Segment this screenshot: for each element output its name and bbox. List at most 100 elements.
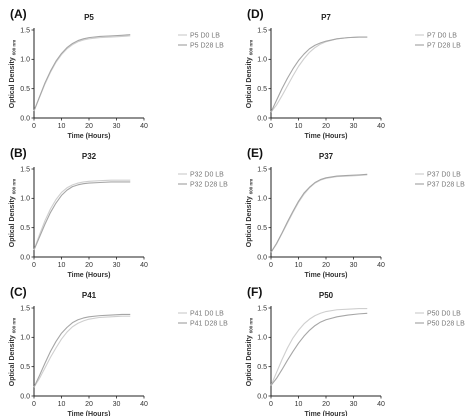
chart-title: P7 <box>321 13 331 22</box>
x-axis-label: Time (Hours) <box>67 411 110 416</box>
legend-label: P5 D28 LB <box>190 43 224 50</box>
y-tick-label: 1.5 <box>20 305 30 312</box>
x-tick-label: 10 <box>58 401 66 408</box>
x-tick-label: 10 <box>295 123 303 130</box>
y-tick-label: 1.0 <box>20 57 30 64</box>
y-tick-label: 0.5 <box>257 86 267 93</box>
legend-label: P7 D0 LB <box>427 33 457 40</box>
chart-title: P5 <box>84 13 94 22</box>
legend-label: P5 D0 LB <box>190 33 220 40</box>
legend-label: P7 D28 LB <box>427 43 461 50</box>
panel-letter: (D) <box>247 7 264 21</box>
series-line-d0 <box>33 35 131 112</box>
y-tick-label: 1.0 <box>20 335 30 342</box>
y-tick-label: 0.5 <box>257 364 267 371</box>
growth-chart-panel: (D) P7 0 10 20 30 40 0.0 0.5 1.0 1.5 Time (Hours) Op… <box>246 7 461 140</box>
y-axis-label-unit: 600 nm <box>12 40 17 56</box>
growth-chart-panel: (B) P32 0 10 20 30 40 0.0 0.5 1.0 1.5 Time (Hours) O… <box>9 146 228 279</box>
legend-label: P32 D28 LB <box>190 182 228 189</box>
series-line-d28 <box>33 313 131 388</box>
x-tick-label: 10 <box>58 262 66 269</box>
legend-label: P41 D0 LB <box>190 311 224 318</box>
chart-title: P37 <box>319 152 334 161</box>
x-tick-label: 10 <box>295 401 303 408</box>
y-tick-label: 1.5 <box>257 27 267 34</box>
x-tick-label: 30 <box>350 123 358 130</box>
x-tick-label: 40 <box>140 123 148 130</box>
y-tick-label: 1.0 <box>257 196 267 203</box>
series-line-d28 <box>270 173 368 253</box>
chart-title: P41 <box>82 291 97 300</box>
x-tick-label: 40 <box>377 401 385 408</box>
y-axis-label: Optical Density600 nm <box>9 179 17 247</box>
y-tick-label: 1.5 <box>20 166 30 173</box>
y-axis-label-unit: 600 nm <box>249 179 254 195</box>
x-tick-label: 40 <box>140 262 148 269</box>
x-tick-label: 40 <box>377 262 385 269</box>
x-tick-label: 40 <box>377 123 385 130</box>
y-axis-label-text: Optical Density <box>9 335 16 386</box>
panel-letter: (F) <box>247 285 262 299</box>
x-axis-label: Time (Hours) <box>67 272 110 279</box>
x-tick-label: 0 <box>269 401 273 408</box>
x-axis-label: Time (Hours) <box>304 272 347 279</box>
panel-letter: (E) <box>247 146 263 160</box>
x-tick-label: 30 <box>113 401 121 408</box>
series-line-d28 <box>33 34 131 112</box>
x-tick-label: 0 <box>269 262 273 269</box>
x-tick-label: 20 <box>322 262 330 269</box>
y-tick-label: 0.5 <box>257 225 267 232</box>
y-tick-label: 0.5 <box>20 225 30 232</box>
panel-letter: (C) <box>10 285 27 299</box>
x-axis-label: Time (Hours) <box>67 133 110 140</box>
y-axis-label: Optical Density600 nm <box>9 40 17 108</box>
x-tick-label: 0 <box>32 401 36 408</box>
series-line-d0 <box>270 36 368 113</box>
x-tick-label: 30 <box>350 262 358 269</box>
y-axis-label-unit: 600 nm <box>249 40 254 56</box>
x-tick-label: 30 <box>350 401 358 408</box>
x-tick-label: 10 <box>295 262 303 269</box>
legend-label: P32 D0 LB <box>190 172 224 179</box>
y-tick-label: 1.5 <box>20 27 30 34</box>
legend-label: P37 D28 LB <box>427 182 465 189</box>
series-line-d0 <box>33 315 131 388</box>
x-tick-label: 20 <box>85 123 93 130</box>
x-tick-label: 0 <box>269 123 273 130</box>
y-tick-label: 0.0 <box>20 393 30 400</box>
y-tick-label: 1.0 <box>257 57 267 64</box>
y-axis-label-text: Optical Density <box>9 57 16 108</box>
y-tick-label: 0.0 <box>257 115 267 122</box>
growth-chart-panel: (A) P5 0 10 20 30 40 0.0 0.5 1.0 1.5 Time (Hours) Op… <box>9 7 224 140</box>
series-line-d28 <box>33 181 131 251</box>
legend-label: P37 D0 LB <box>427 172 461 179</box>
panel-letter: (A) <box>10 7 27 21</box>
chart-title: P32 <box>82 152 97 161</box>
y-tick-label: 0.5 <box>20 364 30 371</box>
y-tick-label: 0.0 <box>20 115 30 122</box>
x-tick-label: 30 <box>113 123 121 130</box>
y-tick-label: 0.5 <box>20 86 30 93</box>
growth-chart-panel: (E) P37 0 10 20 30 40 0.0 0.5 1.0 1.5 Time (Hours) O… <box>246 146 465 279</box>
y-tick-label: 1.0 <box>20 196 30 203</box>
x-tick-label: 20 <box>85 401 93 408</box>
y-axis-label-text: Optical Density <box>9 196 16 247</box>
chart-title: P50 <box>319 291 334 300</box>
y-tick-label: 1.5 <box>257 305 267 312</box>
x-tick-label: 40 <box>140 401 148 408</box>
y-axis-label-text: Optical Density <box>246 335 253 386</box>
y-tick-label: 1.5 <box>257 166 267 173</box>
y-axis-label: Optical Density600 nm <box>246 179 254 247</box>
x-tick-label: 20 <box>322 401 330 408</box>
y-axis-label: Optical Density600 nm <box>9 318 17 386</box>
y-axis-label-text: Optical Density <box>246 196 253 247</box>
y-axis-label-unit: 600 nm <box>12 179 17 195</box>
panel-letter: (B) <box>10 146 27 160</box>
y-axis-label: Optical Density600 nm <box>246 40 254 108</box>
x-tick-label: 10 <box>58 123 66 130</box>
y-axis-label-text: Optical Density <box>246 57 253 108</box>
x-axis-label: Time (Hours) <box>304 411 347 416</box>
y-tick-label: 0.0 <box>257 254 267 261</box>
series-line-d0 <box>33 179 131 251</box>
